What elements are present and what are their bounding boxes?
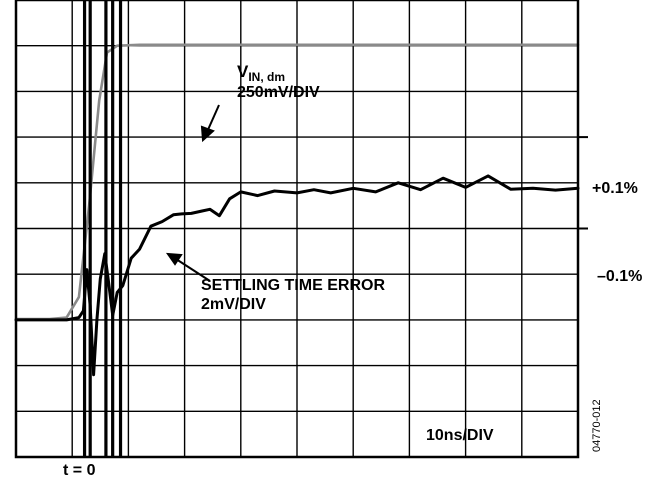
figure-id: 04770-012 xyxy=(591,399,603,452)
error-arrow xyxy=(165,252,211,282)
plot-frame xyxy=(14,0,580,459)
vin-scale-label: 250mV/DIV xyxy=(237,84,320,101)
error-scale-label: 2mV/DIV xyxy=(201,296,266,313)
traces xyxy=(14,0,580,457)
t-zero-label: t = 0 xyxy=(63,462,96,479)
plus-level-label: +0.1% xyxy=(592,180,638,197)
vin-main: V xyxy=(237,62,249,81)
error-label: SETTLING TIME ERROR xyxy=(201,277,385,294)
vin-subscript: IN, dm xyxy=(248,70,285,84)
time-scale-label: 10ns/DIV xyxy=(426,427,494,444)
input-trace xyxy=(14,43,580,321)
vin-label: VIN, dm xyxy=(237,62,285,84)
minus-level-label: –0.1% xyxy=(597,268,642,285)
vin-arrow xyxy=(200,104,220,143)
grid xyxy=(16,0,588,457)
